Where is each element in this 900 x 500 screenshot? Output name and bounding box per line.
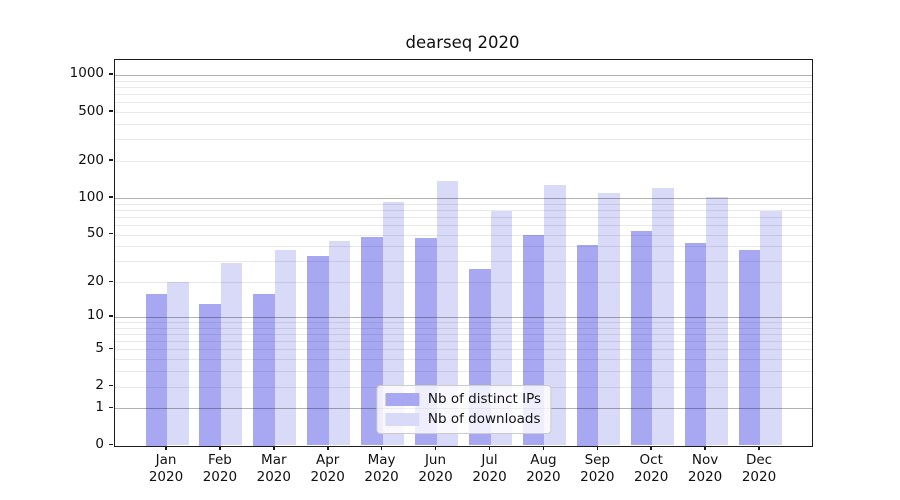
y-tick-mark-10 — [109, 315, 113, 317]
bar-downloads-sep — [598, 192, 620, 446]
x-tick-mark-oct — [650, 445, 652, 450]
bar-downloads-nov — [706, 197, 728, 446]
x-tick-label-oct: Oct 2020 — [634, 452, 669, 485]
x-tick-label-sep: Sep 2020 — [580, 452, 615, 485]
x-tick-label-mar: Mar 2020 — [256, 452, 291, 485]
legend: Nb of distinct IPs Nb of downloads — [375, 384, 552, 434]
x-tick-label-jul: Jul 2020 — [472, 452, 507, 485]
y-tick-mark-0 — [109, 443, 113, 446]
x-tick-mark-aug — [542, 445, 545, 450]
y-tick-mark-5 — [109, 347, 113, 350]
x-tick-label-apr: Apr 2020 — [310, 452, 345, 485]
x-tick-mark-jan — [165, 445, 167, 450]
y-tick-mark-20 — [109, 280, 113, 282]
y-tick-label-500: 500 — [78, 102, 104, 119]
x-tick-mark-jun — [434, 445, 437, 450]
y-tick-label-200: 200 — [78, 151, 104, 168]
chart-title: dearseq 2020 — [405, 33, 520, 52]
x-tick-mark-mar — [273, 445, 275, 450]
y-tick-label-10: 10 — [86, 307, 104, 324]
x-tick-mark-sep — [596, 445, 598, 450]
x-tick-label-dec: Dec 2020 — [741, 452, 777, 485]
legend-label-distinct-ips: Nb of distinct IPs — [427, 390, 542, 407]
bar-downloads-feb — [220, 263, 243, 446]
y-tick-label-20: 20 — [86, 272, 104, 289]
bar-distinct-ips-jan — [145, 293, 167, 446]
y-tick-mark-100 — [109, 196, 113, 198]
plot-area: Nb of distinct IPs Nb of downloads — [114, 59, 813, 447]
bar-distinct-ips-mar — [253, 293, 275, 446]
legend-item-distinct-ips: Nb of distinct IPs — [384, 390, 542, 407]
bar-distinct-ips-apr — [307, 256, 329, 446]
x-tick-label-aug: Aug 2020 — [526, 452, 561, 485]
y-tick-label-5: 5 — [95, 339, 104, 356]
y-tick-mark-1000 — [109, 73, 113, 75]
x-tick-label-may: May 2020 — [364, 452, 399, 485]
x-tick-label-nov: Nov 2020 — [687, 452, 723, 485]
bar-downloads-jan — [167, 282, 189, 446]
y-tick-label-1: 1 — [95, 398, 104, 415]
bar-distinct-ips-sep — [576, 245, 599, 446]
x-tick-mark-apr — [327, 445, 329, 450]
bar-downloads-oct — [652, 188, 674, 446]
bar-downloads-aug — [544, 184, 566, 446]
x-tick-mark-dec — [758, 445, 760, 450]
bar-distinct-ips-nov — [684, 242, 707, 446]
legend-label-downloads: Nb of downloads — [427, 410, 541, 427]
y-tick-label-0: 0 — [95, 436, 104, 452]
x-tick-label-jan: Jan 2020 — [148, 452, 184, 485]
x-tick-label-feb: Feb 2020 — [202, 452, 238, 485]
bar-downloads-mar — [274, 250, 297, 446]
y-tick-label-2: 2 — [95, 377, 104, 394]
y-tick-label-100: 100 — [78, 188, 104, 205]
x-tick-label-jun: Jun 2020 — [418, 452, 453, 485]
bar-distinct-ips-oct — [630, 230, 653, 446]
x-tick-mark-nov — [704, 445, 706, 450]
bar-distinct-ips-feb — [199, 304, 221, 446]
legend-item-downloads: Nb of downloads — [384, 410, 541, 427]
x-tick-mark-feb — [219, 445, 221, 450]
x-tick-mark-jul — [488, 445, 491, 450]
x-tick-mark-may — [380, 445, 383, 450]
legend-swatch-distinct-ips — [384, 392, 419, 406]
y-tick-mark-500 — [109, 110, 113, 112]
y-tick-mark-1 — [109, 406, 113, 409]
legend-swatch-downloads — [384, 412, 419, 426]
y-tick-mark-50 — [109, 232, 113, 235]
bar-downloads-apr — [328, 241, 351, 446]
y-tick-label-1000: 1000 — [69, 65, 104, 82]
y-tick-label-50: 50 — [86, 225, 104, 242]
bar-downloads-dec — [760, 211, 782, 446]
bar-distinct-ips-dec — [738, 250, 760, 446]
bar-downloads-jun — [436, 180, 458, 446]
y-tick-mark-200 — [109, 159, 113, 161]
y-tick-mark-2 — [109, 384, 113, 387]
